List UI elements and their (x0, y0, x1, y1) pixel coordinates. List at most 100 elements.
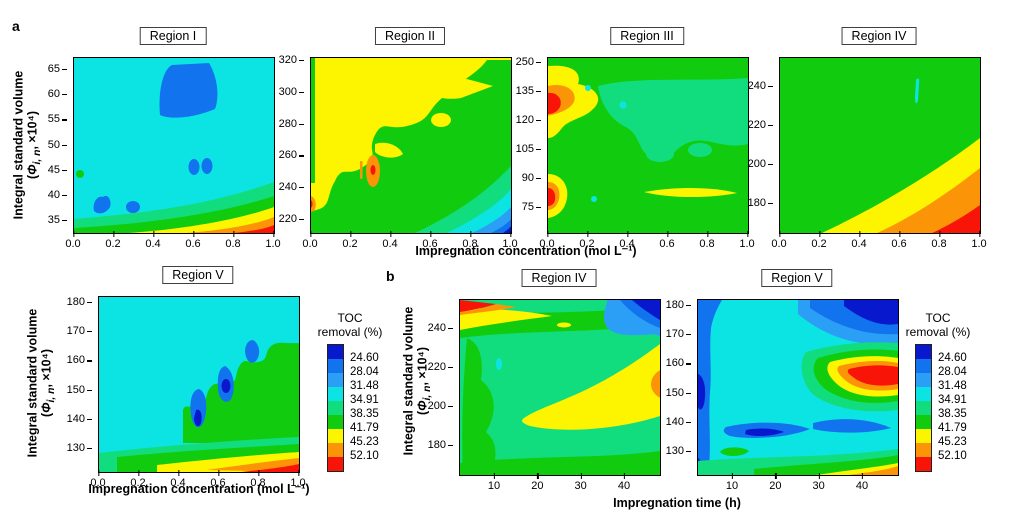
y-tick-label: 280 (278, 117, 305, 130)
x-tick-label: 0.6 (422, 231, 438, 250)
x-axis-ticks: 10 20 30 40 (459, 473, 659, 494)
colorbar-cell (328, 457, 343, 471)
plot-a-region-ii: Region II 320 300 280 260 240 220 0.0 0.2 0.4 0.… (279, 27, 518, 250)
y-tick-label: 250 (515, 56, 542, 68)
legend-title: TOC removal (%) (317, 311, 383, 339)
y-tick-label: 40 (47, 188, 68, 201)
colorbar-cell (328, 359, 343, 373)
colorbar-cell (916, 401, 931, 415)
x-tick-label: 10 (487, 473, 501, 492)
x-tick-label: 0.6 (210, 470, 226, 489)
colorbar-cell (328, 443, 343, 457)
y-tick-label: 320 (278, 54, 305, 66)
plot-title-region-iv: Region IV (841, 27, 917, 45)
x-tick-label: 30 (812, 473, 825, 492)
y-tick-label: 105 (515, 143, 542, 155)
x-tick-label: 0.8 (462, 231, 478, 250)
y-axis-ticks: 320 300 280 260 240 220 (274, 54, 305, 232)
x-tick-label: 1.0 (265, 231, 281, 250)
y-tick-label: 140 (665, 415, 692, 428)
y-tick-label: 220 (278, 213, 305, 225)
x-axis-ticks: 0.0 0.2 0.4 0.6 0.8 1.0 (771, 231, 987, 252)
y-tick-label: 240 (747, 80, 774, 92)
colorbar-cell (916, 359, 931, 373)
x-tick-label: 0.6 (891, 231, 907, 250)
x-tick-label: 0.8 (225, 231, 241, 250)
panel-a-marker: a (12, 18, 20, 34)
plot-title-region-i: Region I (139, 27, 207, 45)
plot-a-region-i: Region I 65 60 55 50 45 40 35 0.0 0.2 0.4 0.6 0.8 1… (48, 27, 281, 250)
y-tick-label: 260 (278, 149, 305, 162)
contour-a-region-v (98, 296, 300, 473)
colorbar-label: 31.48 (938, 380, 967, 392)
y-tick-label: 240 (278, 181, 305, 194)
contour-b-region-v (697, 299, 899, 476)
y-tick-label: 65 (47, 63, 68, 75)
plot-a-region-v: Region V 180 170 160 150 140 130 0.0 0.2 0.4 0.6… (67, 266, 306, 489)
colorbar-label: 38.35 (938, 408, 967, 420)
x-tick-label: 0.4 (170, 470, 186, 489)
y-tick-label: 140 (66, 412, 93, 425)
colorbar-cell (916, 345, 931, 359)
y-axis-ticks: 250 135 120 105 90 75 (511, 56, 542, 232)
colorbar-label: 52.10 (938, 450, 967, 462)
colorbar-cell (328, 415, 343, 429)
toc-legend-a: TOC removal (%) 24.60 28.04 31.48 34.91 38.35… (305, 311, 395, 472)
y-tick-label: 180 (747, 197, 774, 209)
colorbar-label: 34.91 (938, 394, 967, 406)
x-tick-label: 0.6 (659, 231, 675, 250)
x-axis-ticks: 0.0 0.2 0.4 0.6 0.8 1.0 (302, 231, 518, 252)
x-tick-label: 1.0 (971, 231, 987, 250)
colorbar: 24.60 28.04 31.48 34.91 38.35 41.79 45.23 52.10 (915, 344, 983, 472)
colorbar-label: 38.35 (350, 408, 379, 420)
x-axis-ticks: 0.0 0.2 0.4 0.6 0.8 1.0 (65, 231, 281, 252)
x-tick-label: 0.8 (250, 470, 266, 489)
contour-a-region-iii (547, 57, 749, 234)
colorbar-cell (916, 429, 931, 443)
contour-a-region-ii (310, 57, 512, 234)
colorbar-cell (328, 345, 343, 359)
y-tick-label: 75 (521, 201, 542, 213)
x-tick-label: 0.4 (619, 231, 635, 250)
y-tick-label: 45 (47, 163, 68, 176)
plot-b-region-v: Region V 180 170 160 150 140 130 10 20 30 40 (666, 269, 899, 492)
colorbar-label: 45.23 (938, 436, 967, 448)
colorbar-label: 41.79 (350, 422, 379, 434)
y-tick-label: 35 (47, 214, 68, 226)
y-axis-label-line1: Integral standard volume (401, 306, 416, 456)
colorbar-label: 41.79 (938, 422, 967, 434)
plot-a-region-iv: Region IV 240 220 200 180 0.0 0.2 0.4 0.6 0.8 1.… (748, 27, 987, 250)
contour-b-region-iv (459, 299, 661, 476)
x-tick-label: 0.0 (771, 231, 787, 250)
contour-a-region-i (73, 57, 275, 234)
colorbar-cell (916, 415, 931, 429)
y-axis-label-line2: (Φi, n, ×10⁴) (39, 349, 57, 417)
plot-title-region-ii: Region II (374, 27, 446, 45)
panel-b-marker: b (386, 268, 395, 284)
y-axis-ticks: 240 220 200 180 (743, 57, 774, 232)
colorbar-label: 28.04 (350, 366, 379, 378)
legend-title: TOC removal (%) (905, 311, 971, 339)
y-tick-label: 220 (747, 119, 774, 131)
y-tick-label: 200 (747, 158, 774, 170)
colorbar-cell (328, 429, 343, 443)
y-tick-label: 170 (66, 325, 93, 338)
y-axis-label-panel-a-bottom: Integral standard volume (Φi, n, ×10⁴) (25, 309, 59, 458)
y-tick-label: 150 (66, 383, 93, 396)
x-tick-label: 0.8 (931, 231, 947, 250)
x-tick-label: 0.0 (65, 231, 81, 250)
colorbar-cell (916, 387, 931, 401)
y-tick-label: 135 (515, 85, 542, 97)
plot-title-region-v: Region V (761, 269, 833, 287)
colorbar-label: 31.48 (350, 380, 379, 392)
y-tick-label: 300 (278, 85, 305, 98)
y-tick-label: 120 (515, 114, 542, 126)
colorbar-cell (328, 387, 343, 401)
colorbar-cell (328, 373, 343, 387)
colorbar-label: 24.60 (350, 352, 379, 364)
colorbar-label: 52.10 (350, 450, 379, 462)
colorbar-cell (328, 401, 343, 415)
x-tick-label: 40 (855, 473, 869, 492)
x-tick-label: 30 (574, 473, 587, 492)
